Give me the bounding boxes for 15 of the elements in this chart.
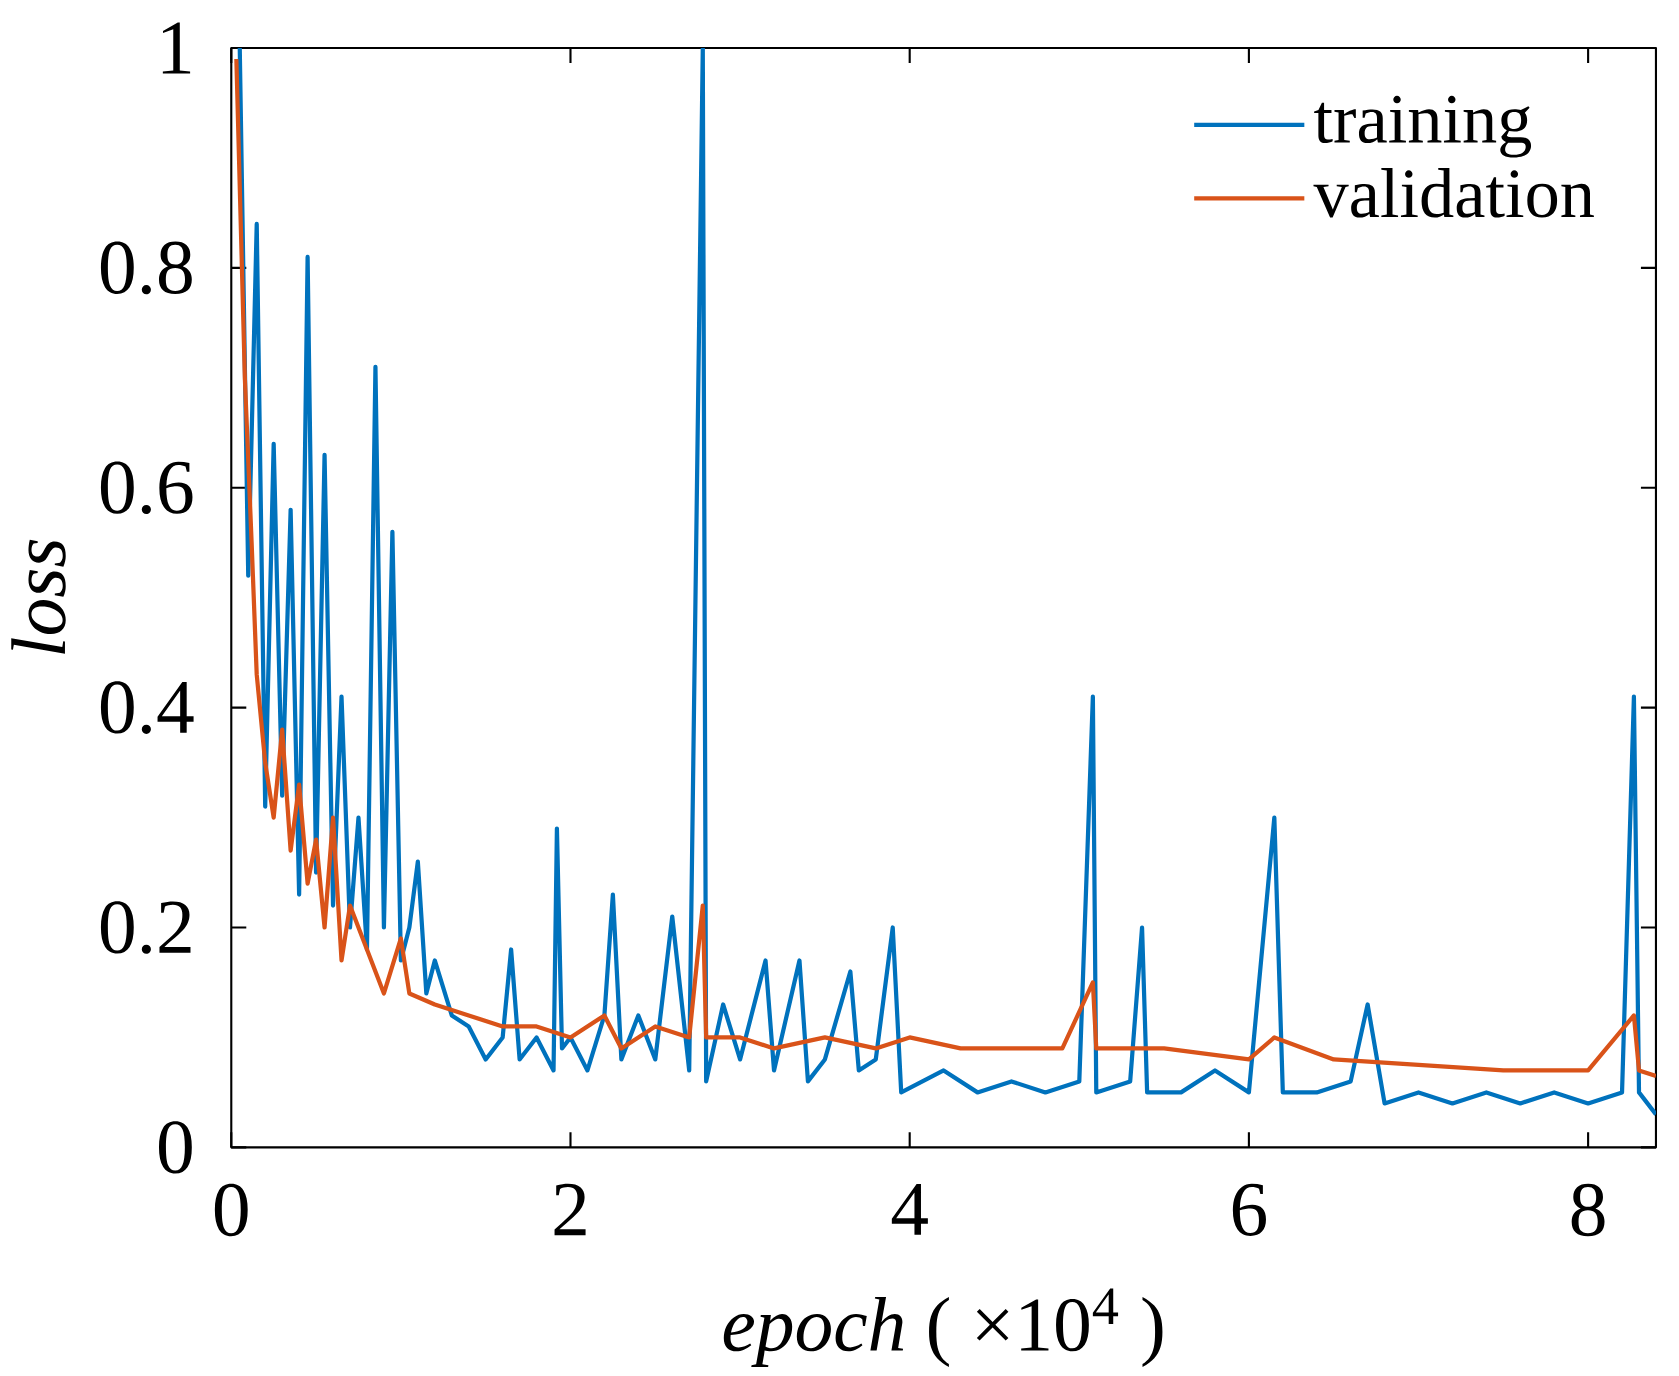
x-tick-label: 6: [1232, 1184, 1266, 1237]
y-tick-label: 0.8: [100, 241, 192, 295]
y-tick-label: 0.2: [100, 901, 191, 954]
x-tick-label: 2: [554, 1184, 586, 1236]
y-axis-title: loss: [11, 539, 66, 654]
y-tick-label: 1: [162, 22, 191, 74]
x-tick-label: 8: [1571, 1184, 1605, 1237]
x-tick-label: 0: [214, 1184, 248, 1237]
y-tick-label: 0.6: [100, 461, 193, 515]
y-tick-label: 0: [158, 1121, 192, 1174]
legend-label: training: [1314, 96, 1532, 158]
x-axis-title: epoch ( ×10$^{4}$ ): [723, 1288, 1163, 1368]
y-tick-label: 0.4: [100, 681, 194, 735]
x-tick-label: 4: [891, 1184, 928, 1236]
legend-label: validation: [1313, 168, 1594, 218]
